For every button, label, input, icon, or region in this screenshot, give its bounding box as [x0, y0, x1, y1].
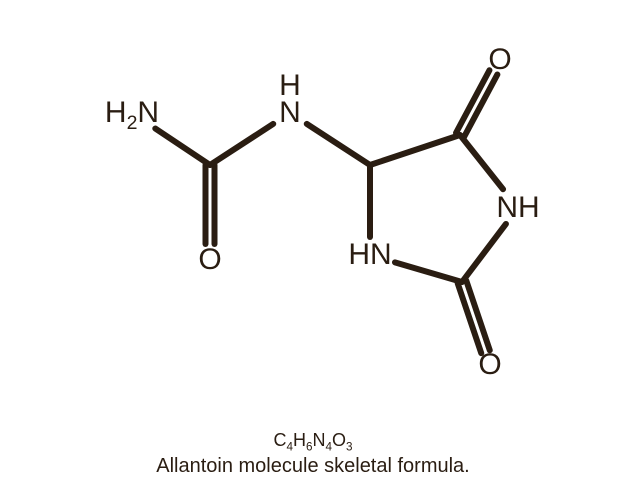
- atom-label: HN: [348, 240, 391, 270]
- bond-layer: [0, 0, 626, 501]
- atom-label: O: [488, 45, 511, 75]
- atom-label: H2N: [105, 98, 159, 128]
- atom-label: NH: [496, 193, 539, 223]
- diagram-canvas: H2NOHNONHOHN C4H6N4O3 Allantoin molecule…: [0, 0, 626, 501]
- caption-text: Allantoin molecule skeletal formula.: [156, 455, 470, 478]
- molecular-formula: C4H6N4O3: [273, 430, 352, 451]
- atom-label: N: [279, 98, 301, 128]
- atom-label: O: [478, 350, 501, 380]
- atom-label: O: [198, 245, 221, 275]
